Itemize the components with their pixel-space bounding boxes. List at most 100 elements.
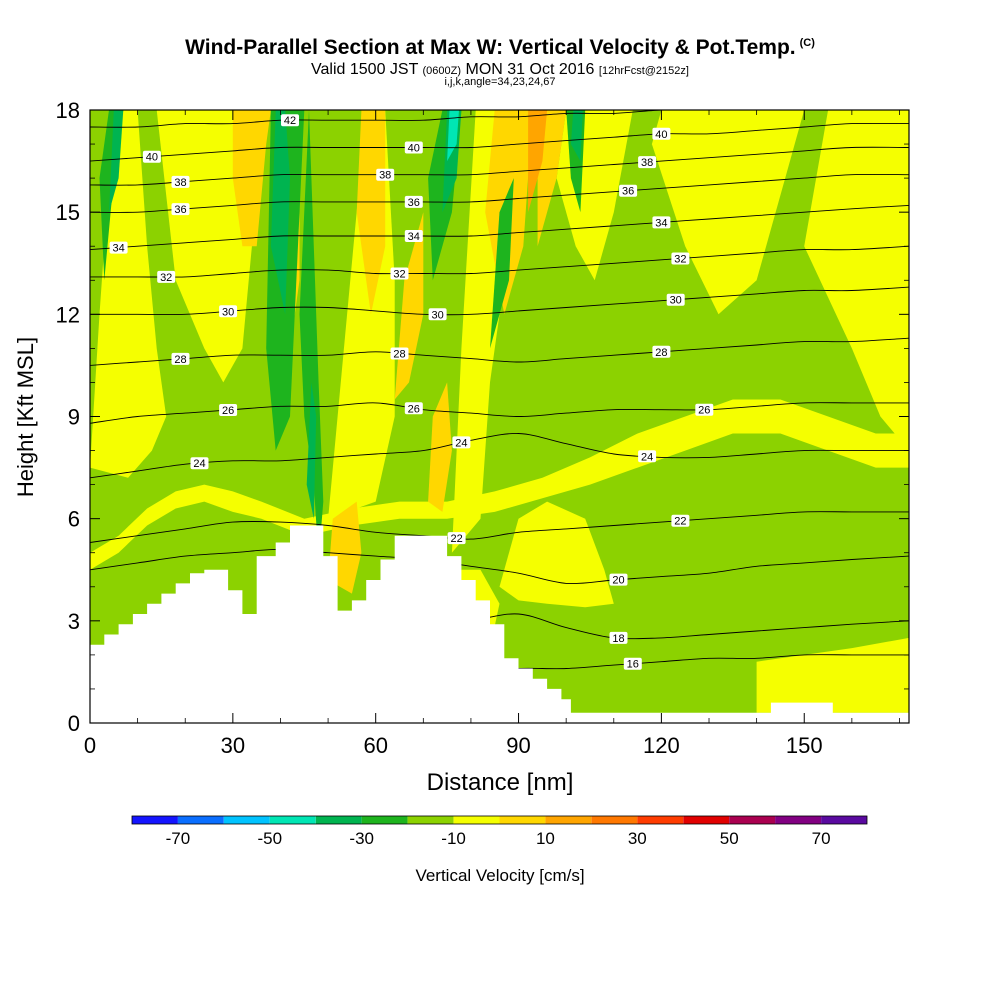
colorbar-swatch [637,816,684,824]
contour-label-text: 40 [146,152,158,164]
x-tick-label: 150 [786,733,823,758]
colorbar-swatch [361,816,408,824]
contour-label-box [190,457,209,470]
contour-label-34: 34 [404,230,423,243]
isentrope-42 [90,110,909,128]
w-region-1 [756,637,909,713]
contour-label-box [171,175,190,188]
colorbar-swatch [499,816,546,824]
contour-label-24: 24 [452,436,471,449]
valid-date: MON 31 Oct 2016 [465,61,595,78]
colorbar: -70 -50 -30 -10 10 30 50 70 [131,815,868,848]
colorbar-tick-label: -70 [166,829,191,848]
w-region-29 [306,382,317,519]
contour-label-text: 40 [408,143,420,155]
y-tick-label: 0 [68,711,80,736]
copyright-mark: (C) [799,37,815,49]
contour-label-box [404,195,423,208]
x-tick-label: 120 [643,733,680,758]
contour-label-text: 38 [641,157,653,169]
w-region-9 [499,501,614,608]
contour-label-34: 34 [109,241,128,255]
contour-label-32: 32 [390,267,409,281]
contour-label-text: 36 [174,204,186,216]
contour-label-38: 38 [376,168,395,182]
colorbar-tick-label: 70 [812,829,831,848]
contour-label-text: 24 [193,458,205,470]
contour-label-box [623,657,642,670]
colorbar-swatch [591,816,638,824]
isentrope-38 [90,146,909,186]
isentrope-20 [90,548,909,585]
contour-label-40: 40 [142,150,161,164]
x-tick-label: 60 [363,733,387,758]
contour-label-text: 28 [174,354,186,366]
contour-label-text: 34 [408,231,420,243]
w-region-11 [232,110,271,247]
x-tick-label: 30 [221,733,245,758]
y-tick-label: 6 [68,507,80,532]
contour-label-text: 38 [379,170,391,182]
colorbar-swatch [315,816,362,824]
contour-label-box [619,184,638,197]
colorbar-tick-label: 10 [536,829,555,848]
forecast-info: [12hrFcst@2152z] [598,65,689,77]
contour-label-36: 36 [171,203,190,216]
contour-label-30: 30 [219,305,238,318]
contour-label-box [219,404,238,416]
isentrope-28 [90,337,909,366]
contour-label-box [171,352,190,365]
contour-label-box [142,150,161,163]
contour-label-text: 16 [627,659,639,671]
contour-label-20: 20 [609,573,628,587]
contour-label-text: 18 [612,633,624,645]
contour-label-32: 32 [671,252,690,266]
contour-label-42: 42 [281,114,299,127]
contour-label-32: 32 [157,270,176,284]
contour-label-box [428,308,447,321]
contour-label-40: 40 [652,127,671,141]
contour-label-text: 24 [641,451,653,463]
contour-label-box [404,141,423,154]
x-axis-label: Distance [nm] [427,769,574,796]
contour-label-text: 38 [174,177,186,189]
colorbar-tick-label: 50 [720,829,739,848]
colorbar-tick-label: -10 [441,829,466,848]
x-tick-label: 90 [506,733,530,758]
x-tick-label: 0 [84,733,96,758]
y-tick-label: 9 [68,405,80,430]
contour-label-28: 28 [171,352,190,366]
valid-time: Valid 1500 JST [311,61,419,78]
contour-label-box [390,267,409,280]
w-region-7 [651,110,805,315]
contour-label-box [671,252,690,265]
contour-label-text: 32 [160,272,172,284]
contour-label-box [376,168,395,181]
contour-label-box [609,573,628,586]
contour-label-text: 24 [455,437,467,449]
w-region-19 [528,110,548,213]
contour-labels: 16 18 20 22 22 24 24 24 26 26 26 28 28 28 30 30 30 32 32 32… [109,114,714,671]
isentrope-36 [90,173,909,213]
contour-label-box [671,514,690,527]
contour-label-box [638,156,657,169]
colorbar-swatch [683,816,730,824]
y-axis-label: Height [Kft MSL] [13,337,38,497]
w-region-16 [537,110,567,247]
contour-label-26: 26 [219,404,238,417]
contour-label-box [452,436,471,449]
contour-label-36: 36 [619,184,638,198]
y-tick-label: 12 [56,302,80,327]
colorbar-swatch [821,816,867,824]
contour-label-26: 26 [404,402,423,415]
contour-label-box [652,216,671,229]
terrain-mask [90,525,909,723]
contour-label-text: 22 [674,516,686,528]
contour-label-30: 30 [666,293,685,307]
contour-label-38: 38 [638,156,657,169]
contour-label-text: 28 [393,349,405,361]
contour-label-text: 36 [622,186,634,198]
terrain [90,525,909,723]
contour-label-text: 26 [698,405,710,417]
